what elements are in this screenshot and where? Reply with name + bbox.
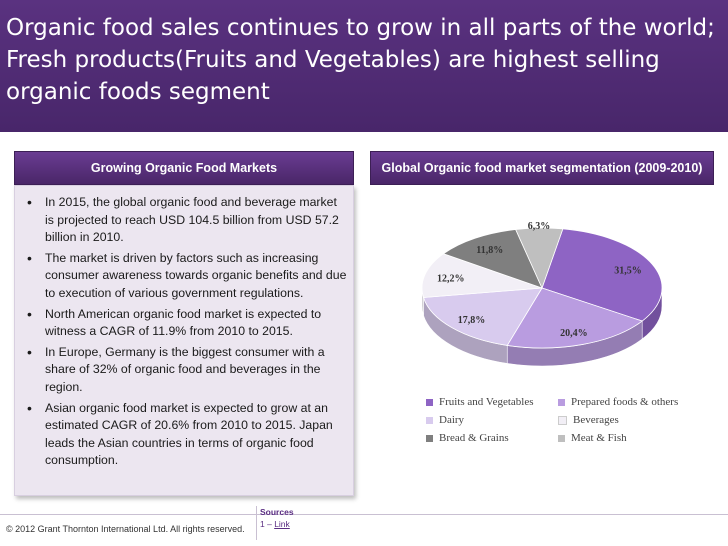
bullet-item: • The market is driven by factors such as…	[25, 250, 347, 303]
pie-data-label: 11,8%	[476, 245, 503, 256]
legend-swatch	[558, 398, 565, 406]
bullet-icon: •	[27, 399, 32, 416]
bullet-text: In Europe, Germany is the biggest consum…	[45, 344, 325, 394]
legend-item: Beverages	[558, 414, 619, 426]
footer-separator	[256, 506, 257, 540]
pie-slice	[541, 228, 663, 322]
bullet-item: • North American organic food market is e…	[25, 306, 347, 341]
legend-swatch	[426, 416, 433, 424]
bullet-text: Asian organic food market is expected to…	[45, 400, 333, 468]
legend-label: Bread & Grains	[439, 432, 509, 444]
legend-label: Fruits and Vegetables	[439, 396, 534, 408]
bullet-text: North American organic food market is ex…	[45, 306, 322, 339]
pie-slice	[422, 287, 543, 346]
legend-label: Meat & Fish	[571, 432, 627, 444]
pie-slice	[421, 253, 543, 298]
pie-slice	[506, 287, 644, 349]
pie-slice	[515, 227, 564, 290]
pie-chart-area: 31,5% 20,4% 17,8% 12,2% 11,8% 6,3%	[370, 185, 714, 455]
legend-item: Fruits and Vegetables	[426, 396, 534, 408]
legend-item: Meat & Fish	[558, 432, 627, 444]
pie-data-label: 6,3%	[528, 221, 551, 232]
bullet-item: • In 2015, the global organic food and b…	[25, 194, 347, 247]
pie-data-label: 17,8%	[458, 315, 486, 326]
title-bar: Organic food sales continues to grow in …	[0, 0, 728, 132]
slide-title: Organic food sales continues to grow in …	[6, 15, 715, 105]
bullet-text: In 2015, the global organic food and bev…	[45, 195, 339, 245]
legend-item: Prepared foods & others	[558, 396, 678, 408]
pie-chart: 31,5% 20,4% 17,8% 12,2% 11,8% 6,3%	[421, 221, 663, 367]
bullet-text: The market is driven by factors such as …	[45, 250, 347, 300]
right-panel-header: Global Organic food market segmentation …	[370, 151, 714, 185]
legend-swatch	[558, 434, 565, 442]
legend-item: Bread & Grains	[426, 432, 509, 444]
legend-label: Beverages	[573, 414, 619, 426]
pie-data-label: 20,4%	[560, 328, 588, 339]
sources-block: Sources 1 – Link	[260, 506, 294, 530]
source-link[interactable]: Link	[274, 519, 290, 529]
bullets-panel: • In 2015, the global organic food and b…	[14, 185, 354, 496]
footer-divider	[0, 514, 728, 515]
bullet-icon: •	[27, 343, 32, 360]
sources-label: Sources	[260, 507, 294, 517]
bullet-icon: •	[27, 194, 32, 210]
legend-item: Dairy	[426, 414, 464, 426]
pie-data-label: 12,2%	[437, 274, 465, 285]
bullet-list: • In 2015, the global organic food and b…	[15, 186, 353, 470]
source-prefix: 1 –	[260, 519, 275, 529]
source-line: 1 – Link	[260, 518, 294, 530]
copyright-text: © 2012 Grant Thornton International Ltd.…	[6, 524, 245, 534]
bullet-item: • In Europe, Germany is the biggest consu…	[25, 344, 347, 397]
legend-label: Prepared foods & others	[571, 396, 679, 408]
legend-swatch	[426, 434, 433, 442]
pie-data-label: 31,5%	[614, 265, 642, 276]
left-panel-header: Growing Organic Food Markets	[14, 151, 354, 185]
legend-label: Dairy	[439, 414, 465, 426]
legend-swatch	[426, 398, 433, 406]
legend-swatch	[558, 415, 567, 425]
bullet-icon: •	[27, 249, 32, 266]
bullet-icon: •	[27, 305, 32, 322]
pie-slice	[442, 229, 543, 289]
bullet-item: • Asian organic food market is expected t…	[25, 400, 347, 470]
